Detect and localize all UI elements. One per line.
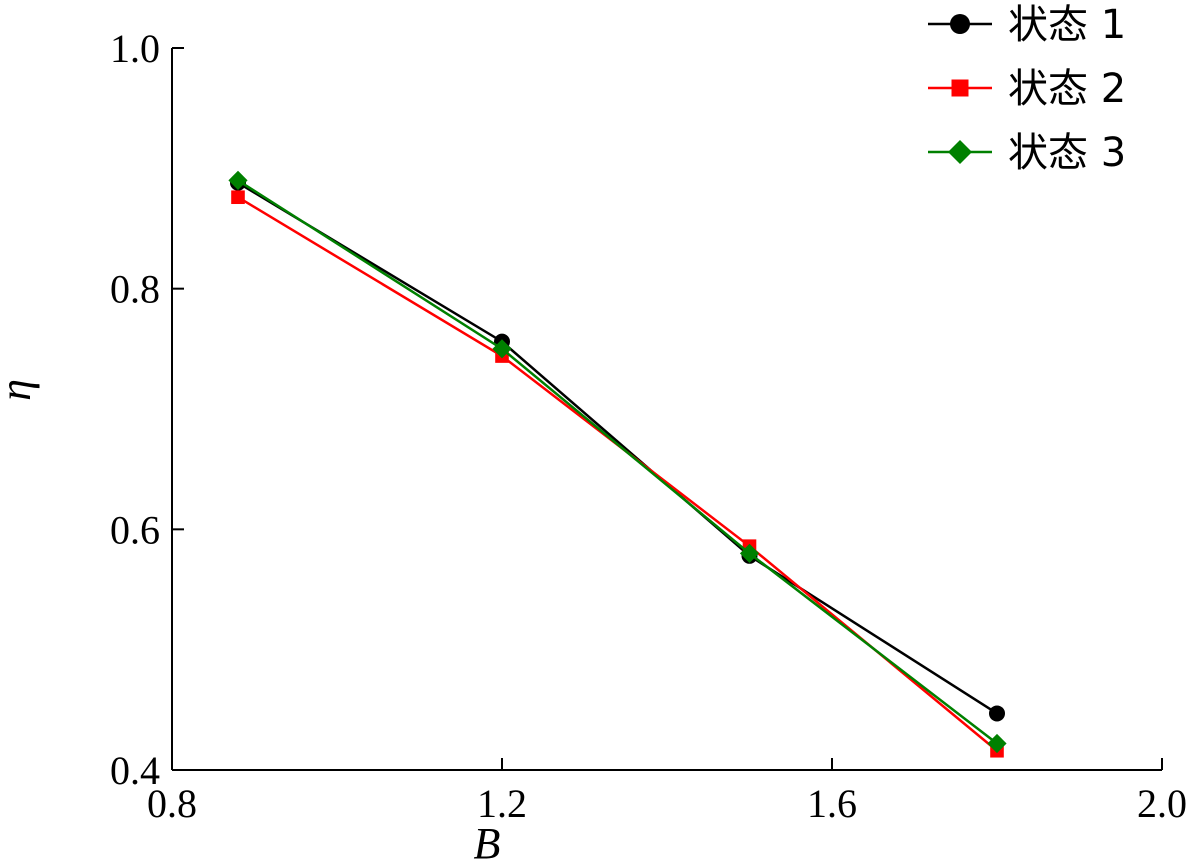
data-point [231,190,245,205]
data-point [989,705,1005,722]
y-tick-label: 1.0 [110,26,160,71]
legend-item-1: 状态 1 [928,2,1126,48]
data-point [950,14,970,34]
y-tick-label: 0.6 [110,507,160,552]
axes: 0.8 1.2 1.6 2.0 0.4 0.6 0.8 1.0 Bη [0,26,1187,865]
data-point [739,543,760,563]
x-axis-label: B [474,819,501,865]
series-line [237,196,998,752]
legend-label: 状态 2 [1008,66,1126,112]
data-point [951,79,969,97]
x-tick-label: 2.0 [1137,781,1187,826]
legend: 状态 1 状态 2 状态 3 [928,2,1126,176]
data-point [987,733,1007,754]
data-point [228,170,248,190]
series-1 [230,174,1005,722]
series-line [237,179,998,745]
x-tick-label: 1.2 [477,781,527,826]
series-group [228,170,1007,758]
y-axis-label: η [0,379,40,401]
y-tick-label: 0.4 [110,748,160,793]
data-point [492,339,512,359]
data-point [948,140,972,164]
series-3 [228,170,1007,754]
legend-item-2: 状态 2 [928,66,1126,112]
series-line [237,181,998,715]
legend-item-3: 状态 3 [928,130,1126,176]
legend-label: 状态 3 [1008,130,1126,176]
series-2 [231,190,1004,758]
y-tick-label: 0.8 [110,267,160,312]
x-tick-label: 1.6 [807,781,857,826]
legend-label: 状态 1 [1008,2,1126,48]
x-tick-label: 0.8 [147,781,197,826]
